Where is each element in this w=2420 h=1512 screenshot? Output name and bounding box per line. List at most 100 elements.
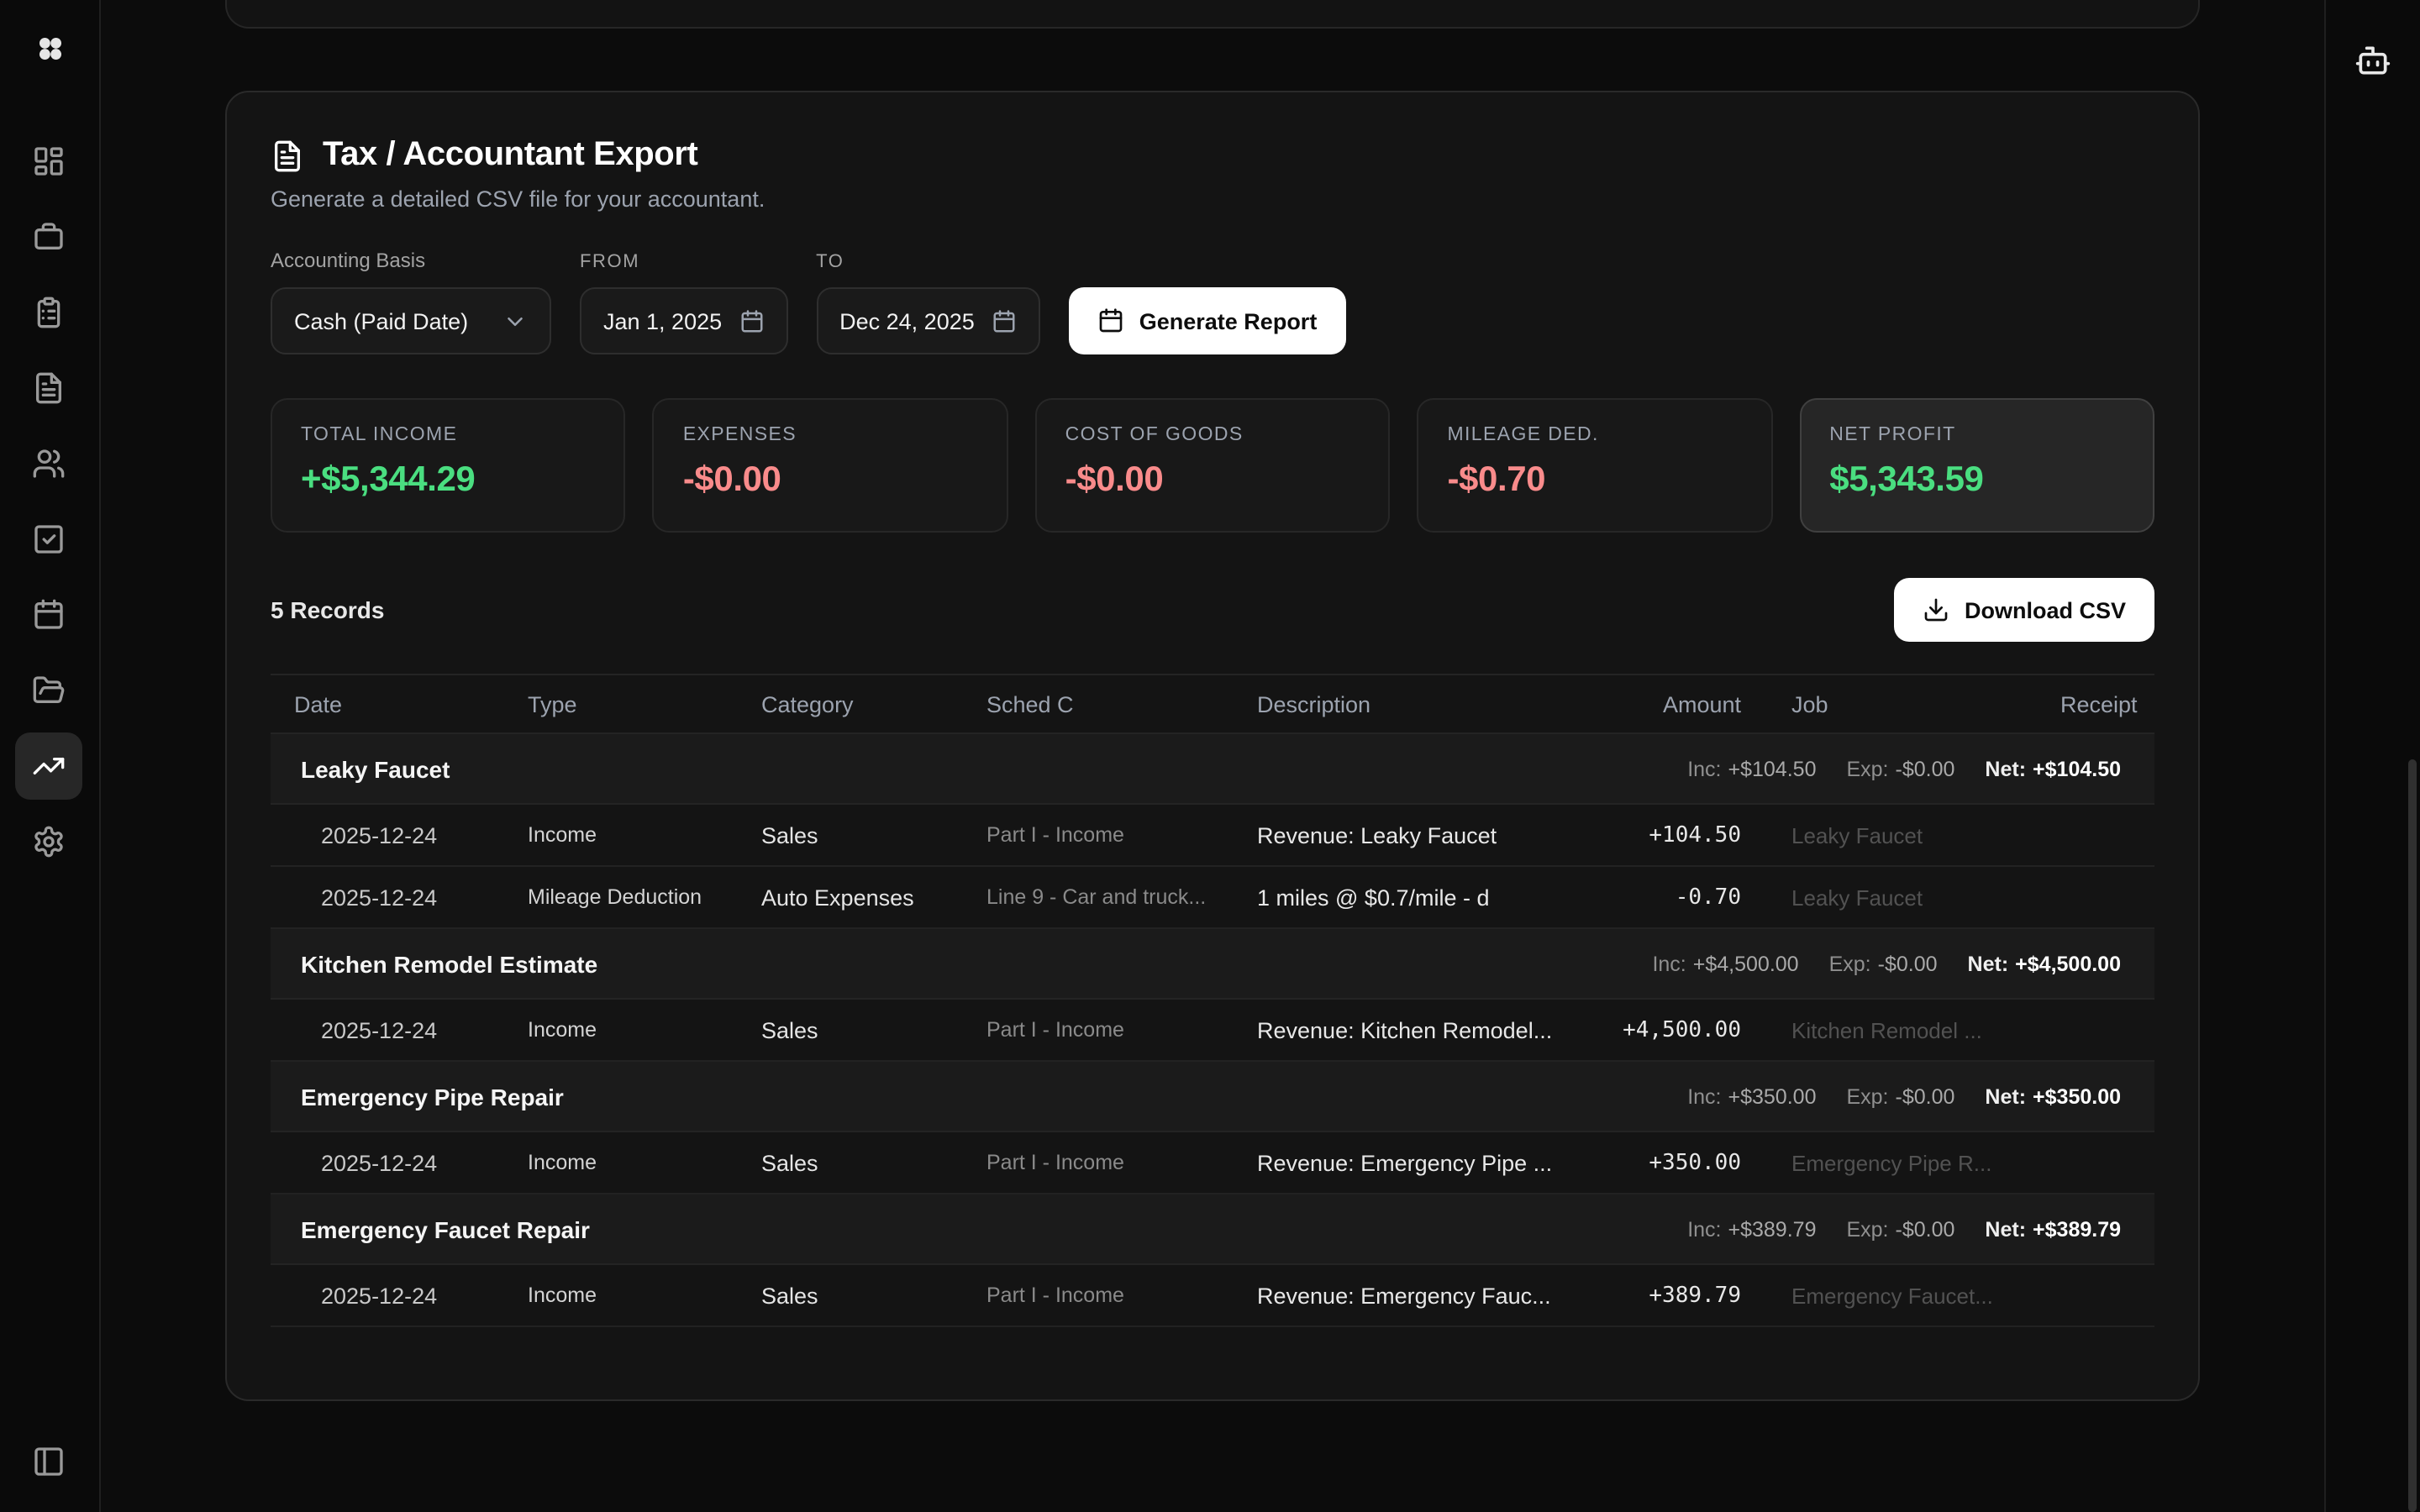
cell-description: Revenue: Emergency Fauc... [1257,1283,1551,1308]
cell-date: 2025-12-24 [321,1283,438,1308]
settings-gear-icon [34,826,63,858]
cell-date: 2025-12-24 [321,1017,438,1042]
tax-export-card: Tax / Accountant Export Generate a detai… [225,91,2200,1401]
accounting-basis-label: Accounting Basis [271,249,426,272]
assistant-bot-button[interactable] [2343,30,2403,91]
cell-job: Emergency Faucet... [1791,1283,1993,1308]
sidebar-item-calendar[interactable] [15,581,82,648]
briefcase-icon [34,223,63,249]
sidebar-item-jobs[interactable] [15,203,82,270]
col-header-receipt: Receipt [2060,691,2138,717]
stat-cost-of-goods: COST OF GOODS -$0.00 [1034,398,1391,533]
from-label: FROM [580,252,640,272]
col-header-date: Date [294,691,343,717]
cell-amount: +350.00 [1649,1150,1741,1175]
generate-report-button[interactable]: Generate Report [1068,287,1346,354]
group-row-emergency-pipe[interactable]: Emergency Pipe Repair Inc: +$350.00 Exp: -… [271,1062,2154,1132]
cell-description: Revenue: Leaky Faucet [1257,822,1497,848]
cell-type: Income [528,1151,597,1174]
sidebar-item-tasks[interactable] [15,506,82,573]
cell-type: Income [528,1018,597,1042]
cell-amount: +389.79 [1649,1283,1741,1308]
trending-up-icon [33,758,65,774]
sidebar-item-estimates[interactable] [15,279,82,346]
check-square-icon [34,525,63,554]
cell-job: Leaky Faucet [1791,822,1923,848]
main-content: Tax / Accountant Export Generate a detai… [101,0,2324,1512]
cell-category: Sales [761,1017,818,1042]
cell-amount: +4,500.00 [1623,1017,1741,1042]
group-name: Emergency Faucet Repair [301,1215,590,1242]
cell-job: Kitchen Remodel ... [1791,1017,1982,1042]
group-name: Kitchen Remodel Estimate [301,950,598,977]
calendar-icon [1099,308,1123,333]
cell-description: Revenue: Emergency Pipe ... [1257,1150,1553,1175]
cell-schedc: Part I - Income [986,1151,1124,1174]
calendar-icon [740,309,762,332]
sidebar-item-files[interactable] [15,657,82,724]
sidebar-item-clients[interactable] [15,430,82,497]
stat-mileage-deduction: MILEAGE DED. -$0.70 [1417,398,1773,533]
stat-total-income: TOTAL INCOME +$5,344.29 [271,398,626,533]
sidebar-item-dashboard[interactable] [15,128,82,195]
logo-clover-icon [38,37,61,60]
col-header-job: Job [1791,691,1828,717]
sidebar [0,0,101,1512]
stat-net-profit: NET PROFIT $5,343.59 [1799,398,2155,533]
sidebar-nav [0,128,97,875]
sidebar-collapse-button[interactable] [15,1428,82,1495]
from-date-input[interactable]: Jan 1, 2025 [580,287,788,354]
vertical-scrollbar[interactable] [2408,759,2417,1512]
to-label: TO [816,252,844,272]
clipboard-list-icon [37,297,60,328]
cell-type: Income [528,823,597,847]
generate-report-label: Generate Report [1139,308,1318,333]
download-csv-button[interactable]: Download CSV [1893,578,2154,642]
col-header-type: Type [528,691,577,717]
col-header-category: Category [761,691,854,717]
right-rail [2324,0,2420,1512]
cell-schedc: Line 9 - Car and truck... [986,885,1207,909]
table-row[interactable]: 2025-12-24 Mileage Deduction Auto Expens… [271,867,2154,929]
group-row-leaky-faucet[interactable]: Leaky Faucet Inc: +$104.50 Exp: -$0.00 Net… [271,734,2154,805]
table-row[interactable]: 2025-12-24 Income Sales Part I - Income … [271,805,2154,867]
calendar-icon [993,309,1015,332]
page-subtitle: Generate a detailed CSV file for your ac… [271,186,765,212]
to-date-value: Dec 24, 2025 [839,308,975,333]
sidebar-item-reports[interactable] [15,732,82,800]
cell-schedc: Part I - Income [986,1284,1124,1307]
cell-category: Auto Expenses [761,885,914,910]
sidebar-item-settings[interactable] [15,808,82,875]
group-name: Emergency Pipe Repair [301,1083,564,1110]
cell-description: Revenue: Kitchen Remodel... [1257,1017,1553,1042]
col-header-schedc: Sched C [986,691,1074,717]
export-table: Date Type Category Sched C Description A… [271,674,2154,1327]
table-row[interactable]: 2025-12-24 Income Sales Part I - Income … [271,1000,2154,1062]
group-row-emergency-faucet[interactable]: Emergency Faucet Repair Inc: +$389.79 Exp… [271,1194,2154,1265]
layout-dashboard-icon [34,147,63,176]
group-name: Leaky Faucet [301,755,450,782]
accounting-basis-select[interactable]: Cash (Paid Date) [271,287,551,354]
records-count: 5 Records [271,596,385,623]
previous-card-edge [225,0,2200,29]
group-row-kitchen-remodel[interactable]: Kitchen Remodel Estimate Inc: +$4,500.00 … [271,929,2154,1000]
col-header-description: Description [1257,691,1371,717]
calendar-icon [34,599,63,629]
to-date-input[interactable]: Dec 24, 2025 [816,287,1040,354]
panel-left-icon [34,1447,63,1476]
cell-amount: +104.50 [1649,822,1741,848]
cell-amount: -0.70 [1675,885,1741,910]
sidebar-item-invoices[interactable] [15,354,82,422]
table-row[interactable]: 2025-12-24 Income Sales Part I - Income … [271,1265,2154,1327]
table-row[interactable]: 2025-12-24 Income Sales Part I - Income … [271,1132,2154,1194]
cell-job: Leaky Faucet [1791,885,1923,910]
users-icon [33,449,65,478]
bot-icon [2355,46,2391,75]
page-title: Tax / Accountant Export [323,136,698,173]
accounting-basis-value: Cash (Paid Date) [294,308,469,333]
app-logo [0,0,99,97]
cell-type: Income [528,1284,597,1307]
group-totals: Inc: +$4,500.00 Exp: -$0.00 Net: +$4,500.00 [1652,952,2121,975]
stat-expenses: EXPENSES -$0.00 [652,398,1008,533]
group-totals: Inc: +$104.50 Exp: -$0.00 Net: +$104.50 [1687,757,2121,780]
